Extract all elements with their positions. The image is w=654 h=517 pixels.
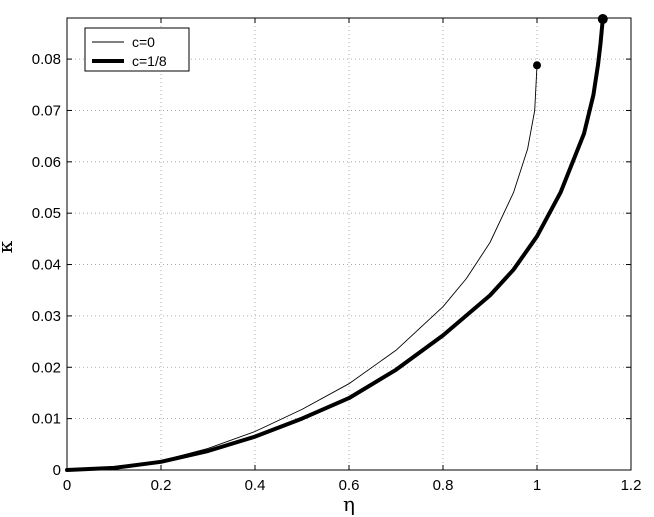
x-tick-label: 0.6 [339,477,360,494]
series-group [65,17,605,472]
legend-label-c18: c=1/8 [132,53,167,69]
series-line-1 [65,17,605,472]
y-tick-label: 0.06 [32,154,61,171]
y-tick-labels: 0 0.01 0.02 0.03 0.04 0.05 0.06 0.07 0.08 [32,51,61,479]
endpoint-marker-0 [533,61,541,70]
y-tick-label: 0.05 [32,205,61,222]
axis-ticks [66,18,632,471]
endpoint-marker-1 [597,14,608,25]
y-axis-label: κ [0,240,17,253]
x-tick-label: 1.2 [621,477,642,494]
y-tick-label: 0.08 [32,51,61,68]
x-tick-label: 1 [533,477,541,494]
legend: c=0 c=1/8 [84,27,190,72]
y-tick-label: 0.07 [32,102,61,119]
x-tick-label: 0 [63,477,71,494]
x-tick-label: 0.4 [245,477,266,494]
y-tick-label: 0 [53,462,61,479]
y-tick-label: 0.04 [32,257,61,274]
x-tick-label: 0.2 [151,477,172,494]
legend-box [84,27,190,72]
y-tick-label: 0.03 [32,308,61,325]
legend-label-c0: c=0 [132,34,155,50]
x-tick-label: 0.8 [433,477,454,494]
y-tick-label: 0.02 [32,359,61,376]
x-tick-labels: 0 0.2 0.4 0.6 0.8 1 1.2 [63,477,642,494]
endpoint-markers [533,14,608,70]
grid-lines [67,18,631,470]
x-axis-label: η [343,492,355,516]
y-tick-label: 0.01 [32,411,61,428]
